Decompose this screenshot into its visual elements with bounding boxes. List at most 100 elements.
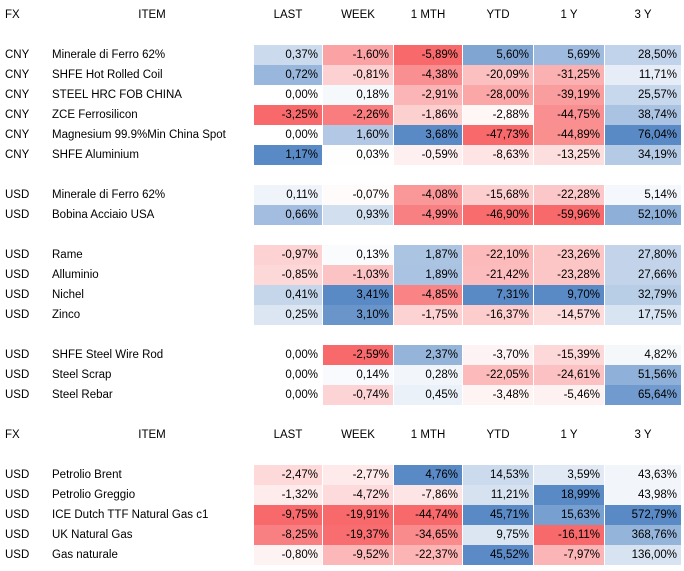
value-cell-ytd: -2,88% [463, 105, 533, 125]
value-cell-week: 1,60% [323, 125, 393, 145]
header-last: LAST [273, 429, 303, 441]
table-row: USD Minerale di Ferro 62% 0,11% -0,07% -4,08… [0, 185, 684, 205]
value-cell-1-mth: -22,37% [394, 545, 462, 565]
value-cell-week: -2,77% [323, 465, 393, 485]
currency-cell: CNY [5, 109, 30, 121]
item-name-cell: Minerale di Ferro 62% [52, 189, 166, 201]
currency-cell: USD [5, 509, 30, 521]
value-cell-last: 1,17% [254, 145, 322, 165]
value-cell-1-mth: -5,89% [394, 45, 462, 65]
value-cell-ytd: 14,53% [463, 465, 533, 485]
item-name-cell: ICE Dutch TTF Natural Gas c1 [52, 509, 209, 521]
value-cell-last: 0,00% [254, 125, 322, 145]
table-row: CNY ZCE Ferrosilicon -3,25% -2,26% -1,86% -2,… [0, 105, 684, 125]
value-cell-3-y: 43,98% [605, 485, 681, 505]
value-cell-1-mth: 0,28% [394, 365, 462, 385]
value-cell-1-mth: -4,99% [394, 205, 462, 225]
column-header-row: FX ITEM LAST WEEK 1 MTH YTD 1 Y 3 Y [0, 5, 684, 25]
item-name-cell: Rame [52, 249, 83, 261]
value-cell-last: -8,25% [254, 525, 322, 545]
value-cell-1-mth: 4,76% [394, 465, 462, 485]
value-cell-last: 0,41% [254, 285, 322, 305]
value-cell-ytd: -47,73% [463, 125, 533, 145]
column-header-row: FX ITEM LAST WEEK 1 MTH YTD 1 Y 3 Y [0, 425, 684, 445]
value-cell-last: -1,32% [254, 485, 322, 505]
value-cell-last: -0,85% [254, 265, 322, 285]
value-cell-last: 0,72% [254, 65, 322, 85]
item-name-cell: Zinco [52, 309, 81, 321]
value-cell-1-mth: -7,86% [394, 485, 462, 505]
value-cell-ytd: -8,63% [463, 145, 533, 165]
table-row: CNY Magnesium 99.9%Min China Spot 0,00% 1,6… [0, 125, 684, 145]
table-row: USD Rame -0,97% 0,13% 1,87% -22,10% -23,26% 27,… [0, 245, 684, 265]
value-cell-ytd: 45,71% [463, 505, 533, 525]
value-cell-3-y: 27,66% [605, 265, 681, 285]
value-cell-last: 0,37% [254, 45, 322, 65]
value-cell-ytd: -21,42% [463, 265, 533, 285]
value-cell-week: -0,81% [323, 65, 393, 85]
table-row: CNY STEEL HRC FOB CHINA 0,00% 0,18% -2,91% -2… [0, 85, 684, 105]
value-cell-3-y: 28,50% [605, 45, 681, 65]
value-cell-week: -0,74% [323, 385, 393, 405]
value-cell-week: -4,72% [323, 485, 393, 505]
value-cell-last: 0,66% [254, 205, 322, 225]
value-cell-3-y: 27,80% [605, 245, 681, 265]
value-cell-1-mth: 3,68% [394, 125, 462, 145]
header-ytd: YTD [486, 9, 510, 21]
currency-cell: CNY [5, 69, 30, 81]
value-cell-week: -0,07% [323, 185, 393, 205]
value-cell-week: 3,41% [323, 285, 393, 305]
value-cell-1-mth: 0,45% [394, 385, 462, 405]
value-cell-1-y: 18,99% [534, 485, 604, 505]
value-cell-ytd: -15,68% [463, 185, 533, 205]
value-cell-ytd: 45,52% [463, 545, 533, 565]
value-cell-ytd: 7,31% [463, 285, 533, 305]
value-cell-1-y: -59,96% [534, 205, 604, 225]
currency-cell: USD [5, 529, 30, 541]
item-name-cell: UK Natural Gas [52, 529, 133, 541]
currency-cell: CNY [5, 89, 30, 101]
currency-cell: CNY [5, 129, 30, 141]
value-cell-3-y: 17,75% [605, 305, 681, 325]
value-cell-1-y: 3,59% [534, 465, 604, 485]
header-3-y: 3 Y [634, 429, 652, 441]
header-last: LAST [273, 9, 303, 21]
item-name-cell: Petrolio Brent [52, 469, 122, 481]
currency-cell: USD [5, 389, 30, 401]
item-name-cell: Magnesium 99.9%Min China Spot [52, 129, 226, 141]
item-name-cell: Steel Scrap [52, 369, 112, 381]
value-cell-last: 0,00% [254, 85, 322, 105]
value-cell-week: -1,60% [323, 45, 393, 65]
table-row: USD SHFE Steel Wire Rod 0,00% -2,59% 2,37% -3… [0, 345, 684, 365]
item-name-cell: Steel Rebar [52, 389, 113, 401]
value-cell-last: 0,25% [254, 305, 322, 325]
value-cell-3-y: 136,00% [605, 545, 681, 565]
value-cell-1-y: 9,70% [534, 285, 604, 305]
currency-cell: USD [5, 369, 30, 381]
value-cell-last: -2,47% [254, 465, 322, 485]
currency-cell: USD [5, 249, 30, 261]
value-cell-3-y: 5,14% [605, 185, 681, 205]
value-cell-week: -2,26% [323, 105, 393, 125]
item-name-cell: ZCE Ferrosilicon [52, 109, 138, 121]
value-cell-1-mth: 1,89% [394, 265, 462, 285]
item-name-cell: Minerale di Ferro 62% [52, 49, 166, 61]
currency-cell: USD [5, 489, 30, 501]
header-fx: FX [5, 429, 20, 441]
table-row: CNY SHFE Hot Rolled Coil 0,72% -0,81% -4,38%… [0, 65, 684, 85]
value-cell-1-mth: -4,08% [394, 185, 462, 205]
header-ytd: YTD [486, 429, 510, 441]
value-cell-ytd: 11,21% [463, 485, 533, 505]
header-3-y: 3 Y [634, 9, 652, 21]
value-cell-last: -3,25% [254, 105, 322, 125]
value-cell-1-mth: -2,91% [394, 85, 462, 105]
item-name-cell: Bobina Acciaio USA [52, 209, 155, 221]
value-cell-3-y: 25,57% [605, 85, 681, 105]
value-cell-week: 3,10% [323, 305, 393, 325]
value-cell-1-mth: -1,75% [394, 305, 462, 325]
header-item: ITEM [138, 9, 166, 21]
item-name-cell: SHFE Steel Wire Rod [52, 349, 164, 361]
value-cell-1-mth: 2,37% [394, 345, 462, 365]
currency-cell: USD [5, 549, 30, 561]
value-cell-1-mth: -44,74% [394, 505, 462, 525]
